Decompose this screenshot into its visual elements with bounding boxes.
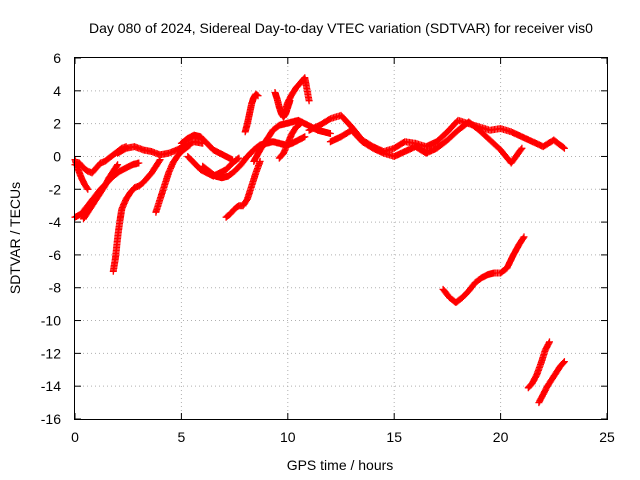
chart-title: Day 080 of 2024, Sidereal Day-to-day VTE… — [89, 20, 593, 36]
data-points — [71, 74, 568, 407]
y-tick-label: -10 — [41, 313, 61, 329]
data-series-arc-21 — [535, 358, 568, 407]
y-tick-label: -8 — [49, 280, 62, 296]
data-series-arc-16 — [275, 120, 305, 162]
data-series-arc-8 — [177, 131, 236, 164]
x-tick-label: 10 — [280, 429, 296, 445]
y-tick-label: -6 — [49, 247, 62, 263]
y-tick-label: -4 — [49, 214, 62, 230]
data-series-arc-19 — [439, 233, 528, 306]
data-series-arc-4 — [80, 161, 122, 223]
data-series-arc-5 — [109, 156, 164, 275]
x-tick-label: 0 — [71, 429, 79, 445]
y-tick-label: 2 — [53, 116, 61, 132]
data-series-arc-20 — [524, 338, 553, 392]
y-axis-label: SDTVAR / TECUs — [7, 182, 23, 294]
data-series-arc-15 — [280, 74, 313, 119]
data-series-arc-6 — [114, 138, 207, 159]
data-series-arc-12 — [241, 90, 262, 136]
x-axis-label: GPS time / hours — [287, 457, 394, 473]
data-series-arc-7 — [152, 141, 194, 216]
y-tick-label: 4 — [53, 83, 61, 99]
x-tick-label: 20 — [493, 429, 509, 445]
x-tick-label: 5 — [178, 429, 186, 445]
data-series-arc-11 — [222, 157, 264, 221]
plot-frame — [74, 57, 608, 420]
y-tick-label: -12 — [41, 345, 61, 361]
y-tick-label: -14 — [41, 378, 61, 394]
y-tick-label: -16 — [41, 411, 61, 427]
y-tick-label: 0 — [53, 148, 61, 164]
y-tick-label: -2 — [49, 181, 62, 197]
y-tick-label: 6 — [53, 50, 61, 66]
data-series-arc-18 — [326, 118, 526, 167]
x-tick-label: 15 — [386, 429, 402, 445]
x-tick-label: 25 — [599, 429, 615, 445]
